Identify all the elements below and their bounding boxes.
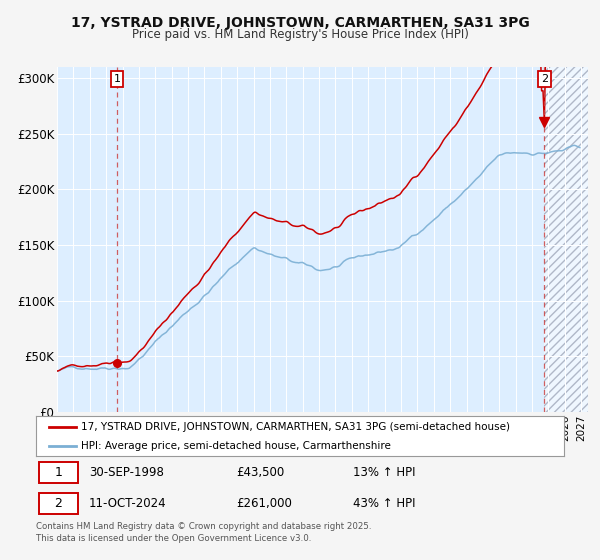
Text: 17, YSTRAD DRIVE, JOHNSTOWN, CARMARTHEN, SA31 3PG (semi-detached house): 17, YSTRAD DRIVE, JOHNSTOWN, CARMARTHEN,… [81, 422, 510, 432]
Text: HPI: Average price, semi-detached house, Carmarthenshire: HPI: Average price, semi-detached house,… [81, 441, 391, 451]
Text: 30-SEP-1998: 30-SEP-1998 [89, 466, 164, 479]
Text: 2: 2 [541, 74, 548, 84]
Text: 17, YSTRAD DRIVE, JOHNSTOWN, CARMARTHEN, SA31 3PG: 17, YSTRAD DRIVE, JOHNSTOWN, CARMARTHEN,… [71, 16, 529, 30]
FancyBboxPatch shape [38, 493, 78, 514]
Text: Contains HM Land Registry data © Crown copyright and database right 2025.
This d: Contains HM Land Registry data © Crown c… [36, 522, 371, 543]
Text: £43,500: £43,500 [236, 466, 285, 479]
FancyBboxPatch shape [38, 462, 78, 483]
Text: Price paid vs. HM Land Registry's House Price Index (HPI): Price paid vs. HM Land Registry's House … [131, 28, 469, 41]
Text: 1: 1 [113, 74, 121, 84]
Text: £261,000: £261,000 [236, 497, 293, 510]
Text: 2: 2 [55, 497, 62, 510]
Text: 43% ↑ HPI: 43% ↑ HPI [353, 497, 415, 510]
Text: 11-OCT-2024: 11-OCT-2024 [89, 497, 166, 510]
Bar [544, 67, 588, 412]
Text: 13% ↑ HPI: 13% ↑ HPI [353, 466, 415, 479]
Text: 1: 1 [55, 466, 62, 479]
